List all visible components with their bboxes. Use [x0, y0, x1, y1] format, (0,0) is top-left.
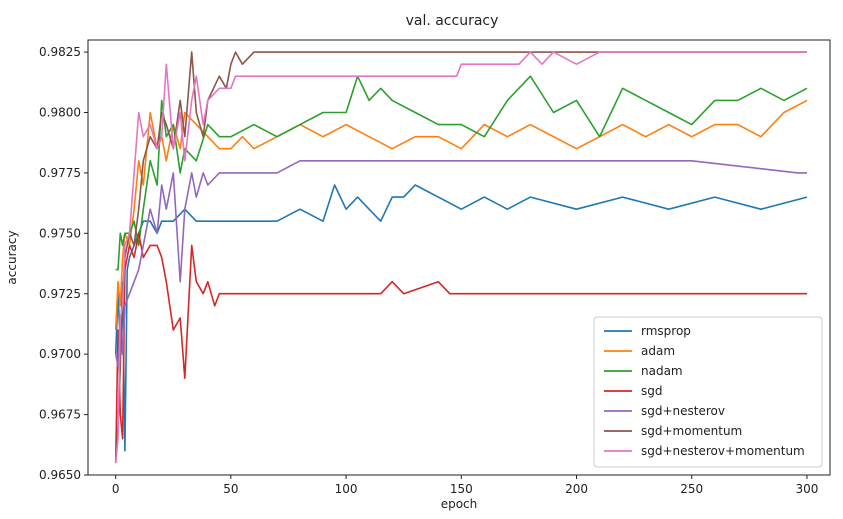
x-tick-label: 50	[223, 482, 238, 496]
x-axis-ticks: 0 50 100 150 200 250 300	[112, 475, 819, 496]
y-tick-label: 0.9775	[39, 166, 81, 180]
y-tick-label: 0.9700	[39, 347, 81, 361]
series-lines	[114, 51, 808, 463]
y-tick-label: 0.9725	[39, 287, 81, 301]
x-tick-label: 200	[565, 482, 588, 496]
y-tick-label: 0.9650	[39, 468, 81, 482]
legend: rmsprop adam nadam sgd sgd+nesterov sgd+momen…	[593, 316, 823, 468]
legend-label: sgd	[641, 384, 663, 398]
y-tick-label: 0.9675	[39, 408, 81, 422]
x-tick-label: 250	[680, 482, 703, 496]
x-tick-label: 150	[450, 482, 473, 496]
series-line-rmsprop	[114, 184, 808, 452]
x-tick-label: 300	[796, 482, 819, 496]
series-line-sgd	[114, 232, 807, 463]
plot-frame	[87, 39, 831, 476]
legend-label: nadam	[641, 364, 683, 378]
y-tick-label: 0.9750	[39, 226, 81, 240]
x-axis-title: epoch	[441, 497, 478, 511]
y-tick-label: 0.9825	[39, 45, 81, 59]
x-tick-label: 100	[335, 482, 358, 496]
legend-label: sgd+nesterov	[641, 404, 725, 418]
legend-label: rmsprop	[641, 324, 691, 338]
series-line-sgd-nesterov	[114, 160, 807, 368]
legend-box	[593, 316, 823, 468]
legend-label: adam	[641, 344, 675, 358]
x-tick-label: 0	[112, 482, 120, 496]
y-tick-label: 0.9800	[39, 106, 81, 120]
y-axis-ticks: 0.9650 0.9675 0.9700 0.9725 0.9750 0.9775 0.98…	[39, 45, 88, 482]
series-line-nadam	[115, 75, 808, 271]
legend-label: sgd+nesterov+momentum	[641, 444, 805, 458]
series-line-sgd-nesterov-momentum	[114, 51, 807, 463]
y-axis-title: accuracy	[5, 230, 19, 284]
legend-label: sgd+momentum	[641, 424, 742, 438]
chart-title: val. accuracy	[406, 13, 499, 29]
